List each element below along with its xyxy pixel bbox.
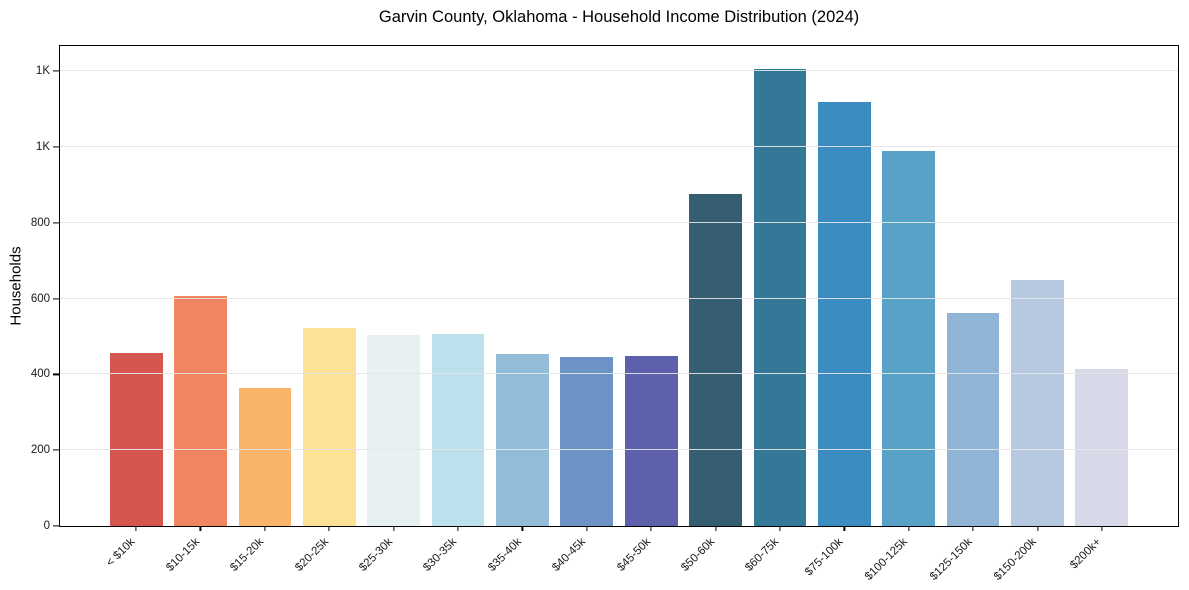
x-tick-label: $125-150k: [927, 536, 975, 583]
y-tick-label: 600: [30, 292, 50, 305]
x-tick-mark: [972, 526, 974, 531]
x-tick-label: < $10k: [104, 536, 138, 570]
bar: [624, 355, 678, 526]
y-tick-mark: [52, 222, 59, 224]
bar-slot: [297, 46, 361, 526]
bar-slot: [1005, 46, 1069, 526]
y-tick-label: 0: [43, 520, 50, 532]
bar: [109, 352, 163, 526]
bar-slot: [941, 46, 1005, 526]
chart-title: Garvin County, Oklahoma - Household Inco…: [378, 8, 860, 26]
bars-row: [60, 46, 1178, 526]
bar: [689, 193, 742, 526]
y-tick-mark: [52, 525, 59, 527]
bar: [1075, 368, 1129, 526]
y-tick-label: 800: [30, 216, 50, 229]
x-tick-label: $35-40k: [486, 536, 524, 574]
x-tick-mark: [135, 526, 137, 531]
gridline: [60, 449, 1178, 451]
x-tick-mark: [650, 526, 652, 531]
y-tick-mark: [52, 297, 59, 300]
bar: [1011, 280, 1064, 526]
x-tick-label: $30-35k: [421, 536, 460, 574]
bar-slot: [362, 46, 426, 526]
x-tick-mark: [843, 526, 845, 531]
bar: [367, 334, 421, 526]
x-tick-label: $40-45k: [550, 536, 589, 574]
bar: [496, 354, 549, 526]
x-tick-label: $200k+: [1067, 536, 1104, 572]
bar-slot: [233, 46, 297, 526]
gridline: [60, 145, 1178, 147]
y-tick-mark: [52, 373, 59, 375]
bar-slot: [490, 46, 554, 526]
x-tick-mark: [328, 526, 330, 531]
bar: [238, 388, 292, 526]
bar-slot: [104, 46, 168, 526]
gridline: [60, 70, 1178, 72]
x-tick-mark: [199, 526, 202, 531]
x-tick-label: $10-15k: [164, 536, 202, 574]
x-tick-mark: [714, 526, 717, 531]
x-tick-mark: [521, 526, 524, 531]
y-tick-label: 1K: [35, 140, 50, 153]
bar-slot: [555, 46, 619, 526]
x-tick-mark: [779, 526, 781, 531]
x-tick-label: $50-60k: [679, 536, 718, 574]
x-tick-mark: [586, 526, 588, 531]
x-tick-mark: [393, 526, 395, 531]
x-tick-mark: [908, 526, 910, 531]
bar: [302, 328, 356, 526]
gridline: [60, 373, 1178, 375]
bar: [174, 295, 227, 526]
bar: [817, 102, 871, 526]
y-tick-mark: [52, 449, 59, 451]
x-tick-mark: [1101, 526, 1103, 531]
bar-slot: [1070, 46, 1134, 526]
x-tick-label: $150-200k: [992, 536, 1040, 583]
bar-slot: [877, 46, 941, 526]
bar: [431, 334, 485, 526]
x-tick-label: $15-20k: [228, 536, 267, 574]
bar: [946, 312, 1000, 526]
x-tick-label: $45-50k: [614, 536, 653, 574]
y-tick-label: 200: [30, 444, 50, 457]
y-tick-mark: [52, 70, 59, 72]
y-tick-mark: [52, 146, 59, 148]
bar: [882, 151, 936, 526]
x-tick-label: $100-125k: [863, 536, 911, 583]
x-tick-mark: [1036, 526, 1039, 531]
x-tick-mark: [457, 526, 459, 531]
gridline: [60, 297, 1178, 299]
plot-area: 0 200 400 600 800 1K 1K < $10k $10-15k $15-20k $20…: [31, 45, 1179, 583]
y-axis-label: Households: [7, 246, 25, 326]
gridline: [60, 221, 1178, 223]
bar-slot: [426, 46, 490, 526]
x-tick-label: $75-100k: [803, 536, 846, 579]
y-tick-label: 400: [30, 368, 50, 381]
bar-slot: [619, 46, 683, 526]
bar: [560, 356, 614, 526]
x-tick-label: $20-25k: [292, 536, 331, 574]
x-tick-mark: [264, 526, 266, 531]
bar-slot: [748, 46, 812, 526]
bar-slot: [812, 46, 876, 526]
bar-slot: [683, 46, 747, 526]
bar-slot: [168, 46, 232, 526]
x-tick-label: $60-75k: [743, 536, 782, 574]
x-tick-label: $25-30k: [357, 536, 396, 574]
y-tick-label: 1K: [35, 65, 50, 78]
